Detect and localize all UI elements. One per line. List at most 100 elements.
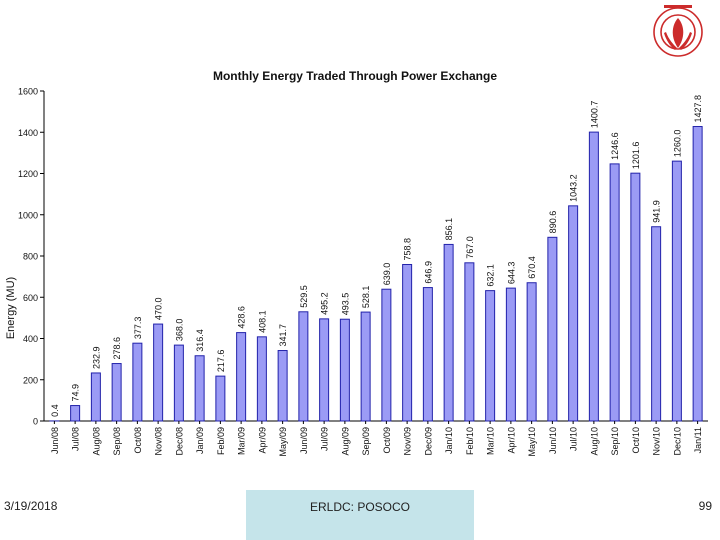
bar [692,126,703,422]
footer-date: 3/19/2018 [4,499,58,513]
x-tick-label: Nov/09 [403,427,413,456]
x-tick-label: Dec/08 [174,427,184,456]
y-tick-label: 200 [23,375,38,385]
y-tick-label: 800 [23,252,38,262]
x-tick-label: Jun/10 [548,427,558,454]
bar [277,350,288,422]
x-tick-label: May/10 [527,427,537,457]
x-tick-label: Nov/10 [652,427,662,456]
data-label: 639.0 [382,263,392,286]
y-tick-label: 0 [33,417,38,427]
bar [630,172,641,422]
y-tick-label: 1200 [18,169,38,179]
organization-emblem-icon [653,5,703,57]
data-label: 1427.8 [693,95,703,123]
data-label: 767.0 [465,236,475,259]
x-tick-label: Aug/09 [340,427,350,456]
x-tick-label: Nov/08 [154,427,164,456]
x-tick-label: Mar/10 [486,427,496,455]
data-label: 646.9 [423,261,433,284]
bar [111,363,122,422]
x-tick-label: Sep/08 [112,427,122,456]
plot-area: 0 200 400 600 800 1000 1200 1400 1600 0.4 Jun/08 74… [18,87,708,457]
energy-traded-chart: Monthly Energy Traded Through Power Exch… [5,69,708,457]
chart-title: Monthly Energy Traded Through Power Exch… [213,69,497,83]
footer-organization: ERLDC: POSOCO [246,490,474,540]
data-label: 493.5 [340,293,350,316]
x-tick-label: Sep/09 [361,427,371,456]
data-label: 278.6 [112,337,122,360]
bar [588,131,599,422]
bar [651,226,662,422]
data-label: 670.4 [527,256,537,279]
x-tick-label: Jul/08 [71,427,81,451]
x-tick-label: Apr/10 [506,427,516,454]
data-label: 74.9 [71,384,81,402]
data-label: 528.1 [361,286,371,309]
data-label: 232.9 [91,346,101,369]
bar [70,405,81,422]
bar [671,160,682,422]
data-label: 1043.2 [569,174,579,202]
data-label: 368.0 [174,319,184,342]
bar [173,344,184,422]
bar [132,342,143,422]
footer-page-number: 99 [698,499,712,513]
x-tick-label: Aug/08 [91,427,101,456]
bar [443,243,454,422]
x-tick-label: Jan/11 [693,427,703,453]
data-label: 758.8 [403,238,413,261]
data-label: 632.1 [486,264,496,287]
data-label: 856.1 [444,218,454,241]
bar [215,375,226,422]
x-tick-label: Aug/10 [589,427,599,456]
x-tick-label: Jun/09 [299,427,309,454]
bar [298,311,309,422]
data-label: 217.6 [216,350,226,373]
data-label: 644.3 [506,262,516,285]
bar [464,262,475,422]
data-label: 1400.7 [589,101,599,129]
bar [194,355,205,422]
bar [422,287,433,422]
x-tick-label: Jun/08 [50,427,60,454]
y-tick-label: 400 [23,334,38,344]
x-tick-label: Oct/09 [382,427,392,454]
data-label: 495.2 [320,292,330,315]
y-tick-label: 1000 [18,210,38,220]
x-tick-label: Sep/10 [610,427,620,456]
x-tick-label: Apr/09 [257,427,267,454]
data-label: 377.3 [133,317,143,340]
bar [90,372,101,422]
bar [505,287,516,422]
bar [360,311,371,422]
data-label: 529.5 [299,285,309,308]
x-tick-label: Oct/08 [133,427,143,454]
y-tick-label: 600 [23,293,38,303]
bar [153,323,164,422]
x-tick-label: May/09 [278,427,288,457]
bar [485,290,496,422]
data-label: 408.1 [257,310,267,333]
data-label: 0.4 [50,404,60,417]
data-label: 941.9 [652,200,662,223]
bar [339,318,350,422]
bar [609,163,620,422]
x-tick-label: Oct/10 [631,427,641,454]
data-label: 316.4 [195,329,205,352]
data-label: 428.6 [237,306,247,329]
bar [547,236,558,422]
y-tick-label: 1600 [18,87,38,97]
y-axis-label: Energy (MU) [5,277,17,339]
bar [526,282,537,422]
bar [402,263,413,422]
x-tick-label: Jul/10 [569,427,579,451]
data-label: 890.6 [548,211,558,234]
x-tick-label: Feb/09 [216,427,226,455]
data-label: 341.7 [278,324,288,347]
data-label: 1260.0 [672,130,682,158]
bar [256,336,267,422]
x-tick-label: Feb/10 [465,427,475,455]
y-tick-label: 1400 [18,128,38,138]
x-tick-label: Jan/10 [444,427,454,454]
